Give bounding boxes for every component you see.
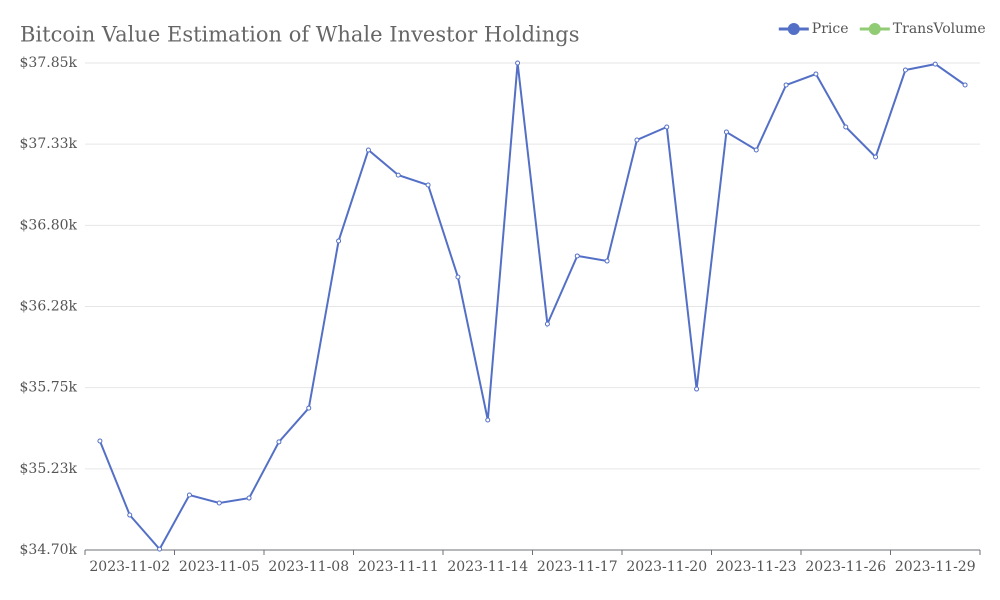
point bbox=[753, 147, 759, 153]
point bbox=[425, 182, 431, 188]
point bbox=[216, 500, 222, 506]
point bbox=[544, 321, 550, 327]
point bbox=[157, 546, 163, 552]
chart-title: Bitcoin Value Estimation of Whale Invest… bbox=[20, 23, 580, 47]
point bbox=[873, 154, 879, 160]
point bbox=[723, 129, 729, 135]
x-tick-label: 2023-11-05 bbox=[179, 559, 260, 575]
price-line bbox=[98, 62, 966, 551]
point bbox=[932, 61, 938, 67]
point bbox=[515, 60, 521, 66]
point bbox=[186, 492, 192, 498]
legend-item: Price bbox=[778, 21, 849, 37]
point bbox=[276, 439, 282, 445]
legend-item: TransVolume bbox=[859, 21, 986, 37]
point bbox=[783, 82, 789, 88]
y-tick-label: $35.23k bbox=[20, 461, 78, 477]
point bbox=[664, 124, 670, 130]
legend-dot bbox=[868, 23, 881, 35]
y-tick-label: $36.80k bbox=[20, 217, 78, 233]
x-tick-label: 2023-11-23 bbox=[716, 559, 797, 575]
y-tick-label: $37.33k bbox=[20, 136, 78, 152]
point bbox=[574, 253, 580, 259]
point bbox=[365, 147, 371, 153]
point bbox=[694, 386, 700, 392]
legend-label: TransVolume bbox=[893, 21, 986, 37]
y-tick-label: $35.75k bbox=[20, 380, 78, 396]
x-tick-label: 2023-11-20 bbox=[626, 559, 707, 575]
x-tick-label: 2023-11-11 bbox=[358, 559, 439, 575]
point bbox=[962, 82, 968, 88]
x-tick-label: 2023-11-08 bbox=[268, 559, 349, 575]
point bbox=[902, 67, 908, 73]
x-tick-label: 2023-11-17 bbox=[537, 559, 618, 575]
point bbox=[634, 137, 640, 143]
point bbox=[455, 274, 461, 280]
legend-dot bbox=[787, 23, 800, 35]
point bbox=[485, 417, 491, 423]
point bbox=[97, 438, 103, 444]
point bbox=[246, 495, 252, 501]
point bbox=[843, 124, 849, 130]
point bbox=[813, 71, 819, 77]
point bbox=[127, 512, 133, 518]
point bbox=[604, 258, 610, 264]
legend-label: Price bbox=[812, 21, 849, 37]
x-tick-label: 2023-11-29 bbox=[895, 559, 976, 575]
point bbox=[306, 405, 312, 411]
point bbox=[395, 172, 401, 178]
y-tick-label: $36.28k bbox=[20, 299, 78, 315]
y-tick-label: $34.70k bbox=[20, 542, 78, 558]
x-tick-label: 2023-11-26 bbox=[805, 559, 886, 575]
point bbox=[336, 238, 342, 244]
y-tick-label: $37.85k bbox=[20, 55, 78, 71]
x-tick-label: 2023-11-02 bbox=[89, 559, 170, 575]
x-tick-label: 2023-11-14 bbox=[447, 559, 528, 575]
